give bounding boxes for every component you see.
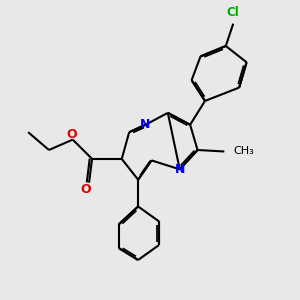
Text: N: N bbox=[175, 163, 185, 176]
Text: O: O bbox=[81, 183, 92, 196]
Text: O: O bbox=[66, 128, 76, 141]
Text: N: N bbox=[140, 118, 151, 131]
Text: CH₃: CH₃ bbox=[233, 146, 254, 157]
Text: Cl: Cl bbox=[227, 6, 240, 19]
